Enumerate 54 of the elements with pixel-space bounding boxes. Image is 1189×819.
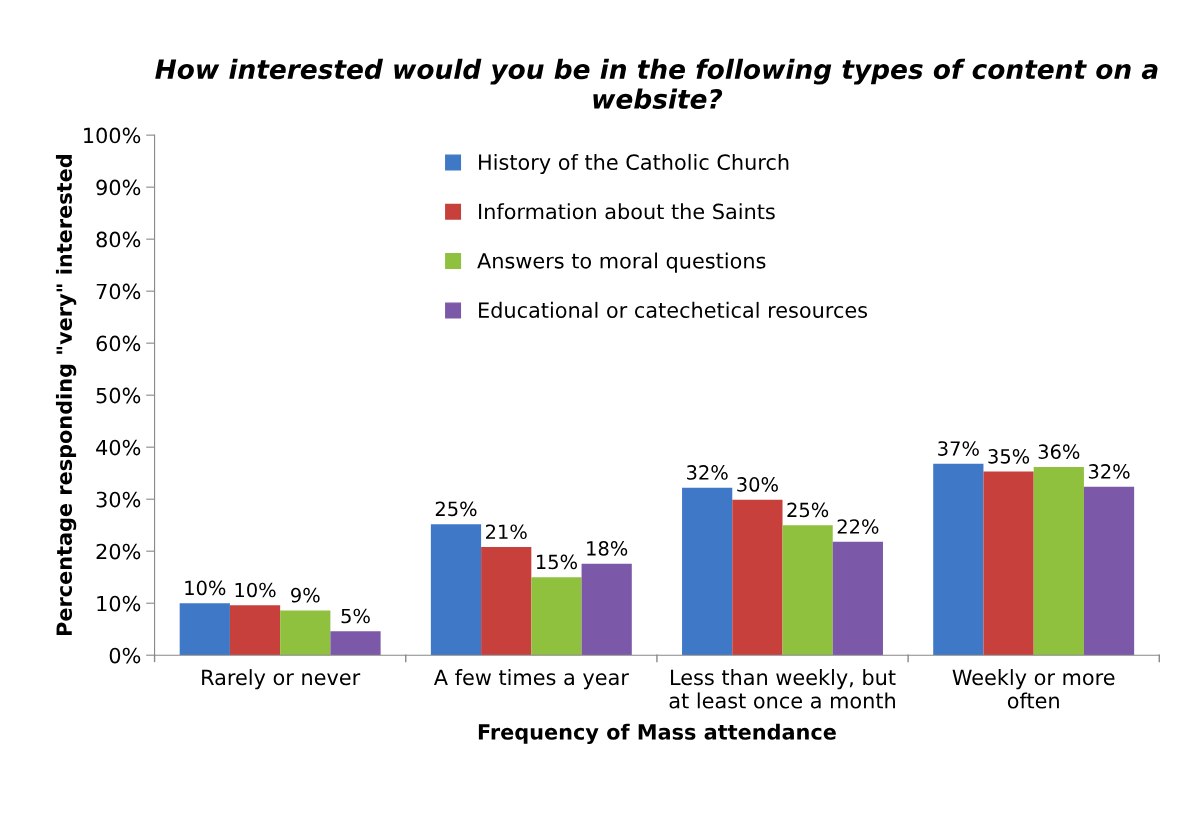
- y-tick-label: 20%: [96, 543, 141, 560]
- y-tick-label: 60%: [96, 335, 141, 352]
- data-label: 5%: [341, 608, 370, 624]
- data-label: 32%: [1088, 464, 1130, 479]
- x-tick-label: A few times a year: [433, 669, 629, 690]
- data-label: 9%: [291, 587, 320, 603]
- data-label: 10%: [235, 582, 276, 598]
- bar: [581, 563, 632, 656]
- data-label: 35%: [988, 448, 1030, 464]
- y-tick-label: 10%: [97, 595, 141, 612]
- bar: [179, 603, 230, 656]
- legend-label: Educational or catechetical resources: [479, 301, 868, 318]
- bar: [682, 487, 733, 656]
- legend-label: History of the Catholic Church: [479, 153, 789, 175]
- data-label: 10%: [185, 580, 226, 596]
- bar: [430, 524, 482, 656]
- y-tick-label: 30%: [96, 491, 141, 508]
- y-tick-label: 70%: [96, 283, 141, 300]
- data-label: 30%: [737, 477, 778, 492]
- x-tick-label: Weekly or more often: [952, 669, 1115, 709]
- bar: [330, 631, 381, 656]
- data-label: 32%: [687, 465, 728, 480]
- bar: [933, 463, 984, 656]
- y-axis-title: Percentage responding "very" interested: [55, 155, 77, 636]
- y-tick-label: 0%: [109, 647, 141, 664]
- data-label: 21%: [486, 524, 527, 540]
- x-tick-label: Rarely or never: [202, 669, 361, 690]
- bar: [732, 499, 783, 656]
- data-label: 36%: [1038, 444, 1080, 459]
- bar: [531, 577, 582, 656]
- data-label: 25%: [435, 501, 477, 517]
- bar: [983, 471, 1034, 656]
- data-label: 15%: [536, 554, 577, 570]
- data-label: 22%: [837, 519, 879, 534]
- x-axis-title: Frequency of Mass attendance: [478, 723, 836, 745]
- bar: [1083, 486, 1135, 656]
- x-tick-label: Less than weekly, but at least once a month: [669, 669, 896, 709]
- y-tick-label: 90%: [96, 179, 141, 196]
- bar: [481, 547, 532, 656]
- bar: [1033, 466, 1084, 656]
- bar: [229, 605, 281, 656]
- data-label: 25%: [787, 502, 829, 518]
- y-tick-label: 40%: [96, 439, 141, 456]
- chart-title: How interested would you be in the following types of content on a website?: [155, 58, 1158, 109]
- y-tick-label: 80%: [96, 231, 141, 248]
- data-label: 18%: [587, 541, 628, 556]
- bar: [832, 541, 883, 656]
- y-tick-label: 100%: [84, 127, 141, 144]
- y-tick-label: 50%: [96, 387, 141, 404]
- bar: [280, 610, 331, 656]
- bar: [782, 525, 833, 656]
- data-label: 37%: [938, 441, 979, 456]
- legend-label: Information about the Saints: [479, 203, 775, 220]
- legend-label: Answers to moral questions: [477, 252, 766, 273]
